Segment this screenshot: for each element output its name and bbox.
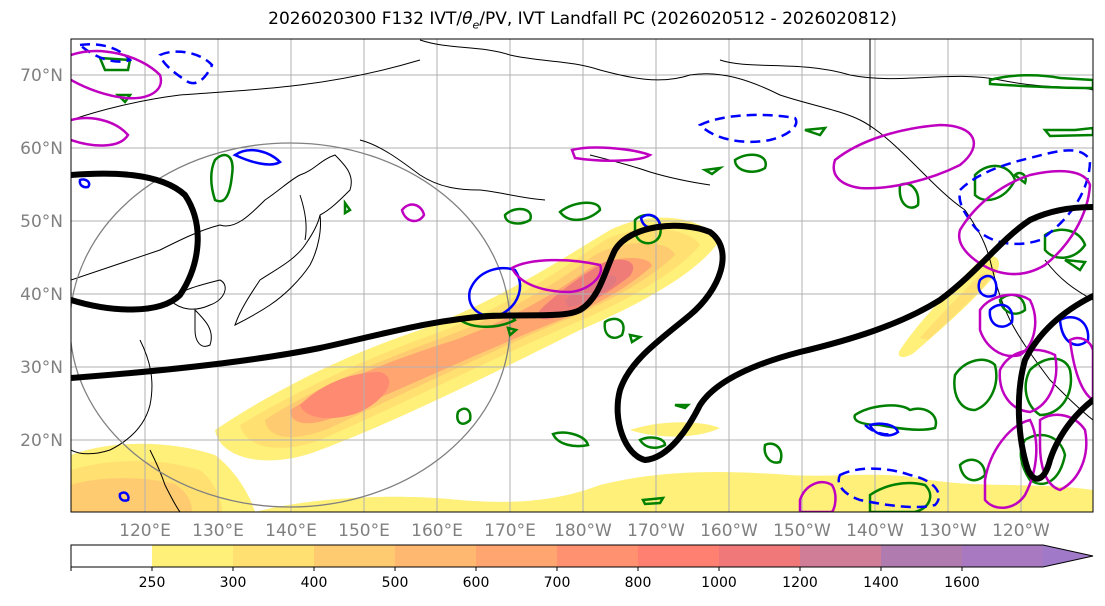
colorbar-segment [395,545,477,567]
pv-contour-lines [71,170,1093,482]
lon-label: 150°W [773,521,831,541]
map-title: 2026020300 F132 IVT/θe/PV, IVT Landfall … [268,9,897,32]
colorbar-segment [152,545,234,567]
lon-label: 160°E [411,521,463,541]
colorbar-label: 700 [544,575,571,591]
latitude-labels: 70°N 60°N 50°N 40°N 30°N 20°N [20,66,63,451]
colorbar-label: 1000 [701,575,737,591]
landfall-radius-circle [71,142,511,508]
colorbar-segment [719,545,801,567]
colorbar-segment [476,545,558,567]
lat-label: 50°N [20,212,63,232]
colorbar-extend-arrow [1043,545,1093,567]
lat-label: 70°N [20,66,63,86]
colorbar-label: 250 [139,575,166,591]
colorbar-segment [962,545,1044,567]
lon-label: 120°W [992,521,1050,541]
ivt-colorbar: 250 300 400 500 600 700 800 1000 1200 1400 1600 [70,544,1094,591]
blue-contours [78,148,1090,502]
lon-label: 130°E [192,521,244,541]
colorbar-label: 600 [463,575,490,591]
lon-label: 160°W [700,521,758,541]
lon-label: 120°E [119,521,171,541]
colorbar-label: 400 [301,575,328,591]
lat-label: 20°N [20,431,63,451]
magenta-contours [71,49,1093,512]
colorbar-segment [800,545,882,567]
map-frame [70,38,1094,513]
lon-label: 140°W [846,521,904,541]
colorbar-segment [233,545,315,567]
colorbar-label: 1600 [944,575,980,591]
lat-label: 60°N [20,139,63,159]
lat-label: 40°N [20,285,63,305]
colorbar-label: 800 [625,575,652,591]
blue-dashed-contours [77,43,1092,509]
colorbar-label: 300 [220,575,247,591]
colorbar-segment [881,545,963,567]
colorbar-segment [638,545,720,567]
lon-label: 170°W [627,521,685,541]
ivt-plume-south [71,422,1093,512]
colorbar-label: 1400 [863,575,899,591]
lon-label: 180°W [554,521,612,541]
colorbar-segment [557,545,639,567]
colorbar-label: 1200 [782,575,818,591]
lon-label: 130°W [919,521,977,541]
graticule [71,39,1093,512]
lon-label: 150°E [338,521,390,541]
colorbar-segment [71,545,153,567]
lon-label: 140°E [265,521,317,541]
lat-label: 30°N [20,358,63,378]
lon-label: 170°E [484,521,536,541]
colorbar-segment [314,545,396,567]
colorbar-outline [70,544,1094,568]
longitude-labels: 120°E 130°E 140°E 150°E 160°E 170°E 180°… [119,521,1050,541]
colorbar-label: 500 [382,575,409,591]
